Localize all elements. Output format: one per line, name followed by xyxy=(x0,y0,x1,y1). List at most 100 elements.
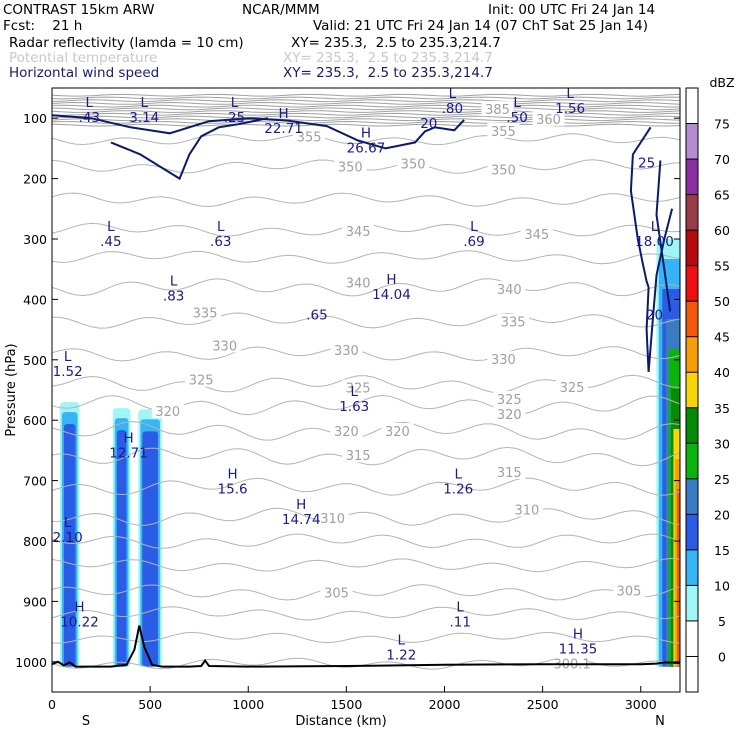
terrain-line xyxy=(51,625,681,668)
wind-label: .50 xyxy=(506,110,527,126)
theta-label-bg-18 xyxy=(189,304,222,320)
wind-label: .69 xyxy=(463,234,484,250)
wind-label: 12.71 xyxy=(109,445,148,461)
colorbar-swatch xyxy=(686,230,698,266)
theta-upper-contour-1 xyxy=(51,96,681,100)
colorbar-swatch xyxy=(686,159,698,195)
theta-label: 325 xyxy=(189,374,214,389)
theta-label-bg-9 xyxy=(493,406,526,422)
colorbar-level-label: 5 xyxy=(718,614,726,629)
y-axis-label: Pressure (hPa) xyxy=(4,343,19,436)
theta-label: 325 xyxy=(560,381,585,396)
theta-label: 350 xyxy=(338,161,363,176)
x-tick-label: 3000 xyxy=(625,697,657,712)
theta-label: 320 xyxy=(155,405,180,420)
theta-contour-12 xyxy=(51,346,681,362)
theta-label-bg-13 xyxy=(493,391,526,407)
y-tick-label: 400 xyxy=(23,292,47,307)
colorbar-swatch xyxy=(686,194,698,231)
wind-label: 14.74 xyxy=(282,512,321,528)
wind-label: H xyxy=(361,125,371,141)
theta-upper-contour-6 xyxy=(51,110,681,113)
theta-label-bg-24 xyxy=(334,158,367,174)
wind-label: 20 xyxy=(420,116,437,132)
theta-label-bg-6 xyxy=(493,464,526,480)
wind-label: L xyxy=(217,219,225,235)
wind-label: 1.56 xyxy=(555,101,585,117)
theta-label: 325 xyxy=(497,393,522,408)
theta-contour-1 xyxy=(51,631,681,644)
theta-upper-contour-9 xyxy=(51,118,681,122)
theta-contour-9 xyxy=(51,421,681,441)
colorbar-level-label: 30 xyxy=(714,436,730,451)
theta-label: 310 xyxy=(515,504,540,519)
wind-label: H xyxy=(278,106,288,122)
wind-contour-0 xyxy=(51,114,465,150)
wind-label: L xyxy=(231,95,239,111)
forecast-hour: Fcst: 21 h xyxy=(3,18,83,34)
theta-label: 305 xyxy=(617,585,642,600)
colorbar-swatch xyxy=(686,301,698,337)
wind-label: L xyxy=(470,219,478,235)
colorbar-level-label: 0 xyxy=(718,649,726,664)
wind-label: .83 xyxy=(163,288,184,304)
colorbar-level-label: 60 xyxy=(714,223,730,238)
colorbar-swatch xyxy=(686,123,698,160)
wind-label: 1.63 xyxy=(339,399,369,415)
wind-contour-3 xyxy=(655,160,672,312)
theta-label: 385 xyxy=(485,103,510,118)
theta-label: 355 xyxy=(491,125,516,140)
field-xy-reflectivity: XY= 235.3, 2.5 to 235.3,214.7 xyxy=(291,35,501,51)
theta-label-bg-10 xyxy=(151,403,184,419)
plot-border xyxy=(51,87,681,693)
colorbar-swatch xyxy=(686,656,698,692)
theta-contour-5 xyxy=(51,533,681,549)
colorbar-level-label: 35 xyxy=(714,401,730,416)
x-end-label-right: N xyxy=(655,714,665,729)
theta-contour-7 xyxy=(51,477,681,496)
theta-upper-contour-4 xyxy=(51,104,681,108)
theta-label-bg-17 xyxy=(487,351,520,367)
y-tick-label: 800 xyxy=(23,534,47,549)
wind-label: 2.10 xyxy=(53,530,83,546)
wind-label: .80 xyxy=(442,101,463,117)
field-label-wind: Horizontal wind speed xyxy=(9,65,160,81)
theta-label: 330 xyxy=(334,344,359,359)
colorbar-level-label: 40 xyxy=(714,365,730,380)
colorbar-swatch xyxy=(686,585,698,621)
theta-label-bg-28 xyxy=(487,122,520,138)
theta-label-bg-7 xyxy=(330,423,363,439)
theta-label: 325 xyxy=(346,382,371,397)
theta-upper-contour-8 xyxy=(51,115,681,119)
wind-label: 11.35 xyxy=(559,642,598,658)
theta-upper-contour-7 xyxy=(51,112,680,116)
colorbar-swatch xyxy=(686,514,698,550)
theta-label: 315 xyxy=(497,466,522,481)
wind-label: L xyxy=(566,86,574,102)
theta-contour-15 xyxy=(51,250,681,265)
plot-frame xyxy=(51,87,681,693)
theta-upper-contour-2 xyxy=(51,99,681,103)
colorbar-swatch xyxy=(686,549,698,586)
theta-label-bg-0 xyxy=(556,655,589,671)
theta-label-bg-3 xyxy=(316,510,349,526)
theta-label: 330 xyxy=(491,353,516,368)
colorbar-swatch xyxy=(686,336,698,373)
x-tick-label: 0 xyxy=(48,697,56,712)
wind-label: H xyxy=(123,430,133,446)
colorbar-level-label: 20 xyxy=(714,507,730,522)
wind-label: 1.52 xyxy=(53,364,83,380)
theta-label: 320 xyxy=(334,425,359,440)
wind-label: L xyxy=(64,515,72,531)
wind-label: 26.67 xyxy=(347,140,386,156)
theta-contour-3 xyxy=(51,584,681,601)
theta-label-bg-15 xyxy=(208,337,241,353)
wind-label: .45 xyxy=(100,234,121,250)
axes-layer: 100 200 300 400 500 600 700 800 900 1000 0 500 1000 1… xyxy=(4,111,680,729)
theta-label: 330 xyxy=(212,339,237,354)
x-tick-label: 1000 xyxy=(232,697,264,712)
theta-upper-contour-10 xyxy=(51,120,681,124)
theta-label-bg-2 xyxy=(612,582,645,598)
y-tick-label: 900 xyxy=(23,594,47,609)
